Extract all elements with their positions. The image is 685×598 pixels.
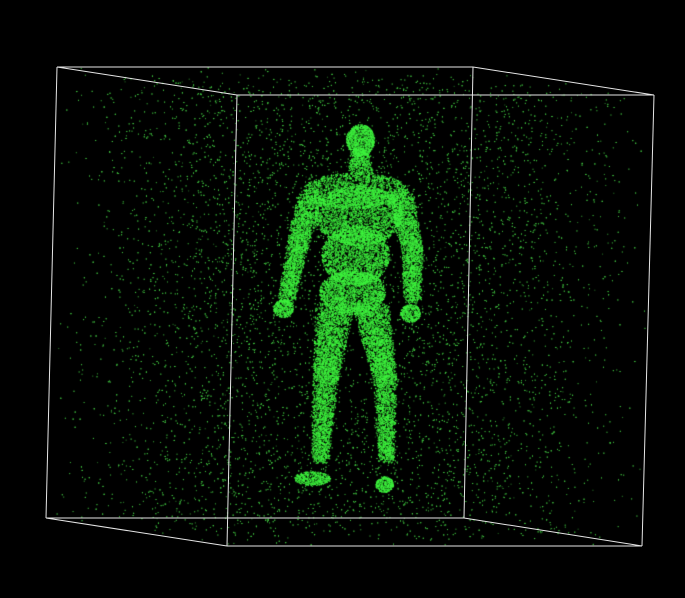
human-figure-icon (0, 0, 685, 598)
3d-viewport[interactable] (0, 0, 685, 598)
